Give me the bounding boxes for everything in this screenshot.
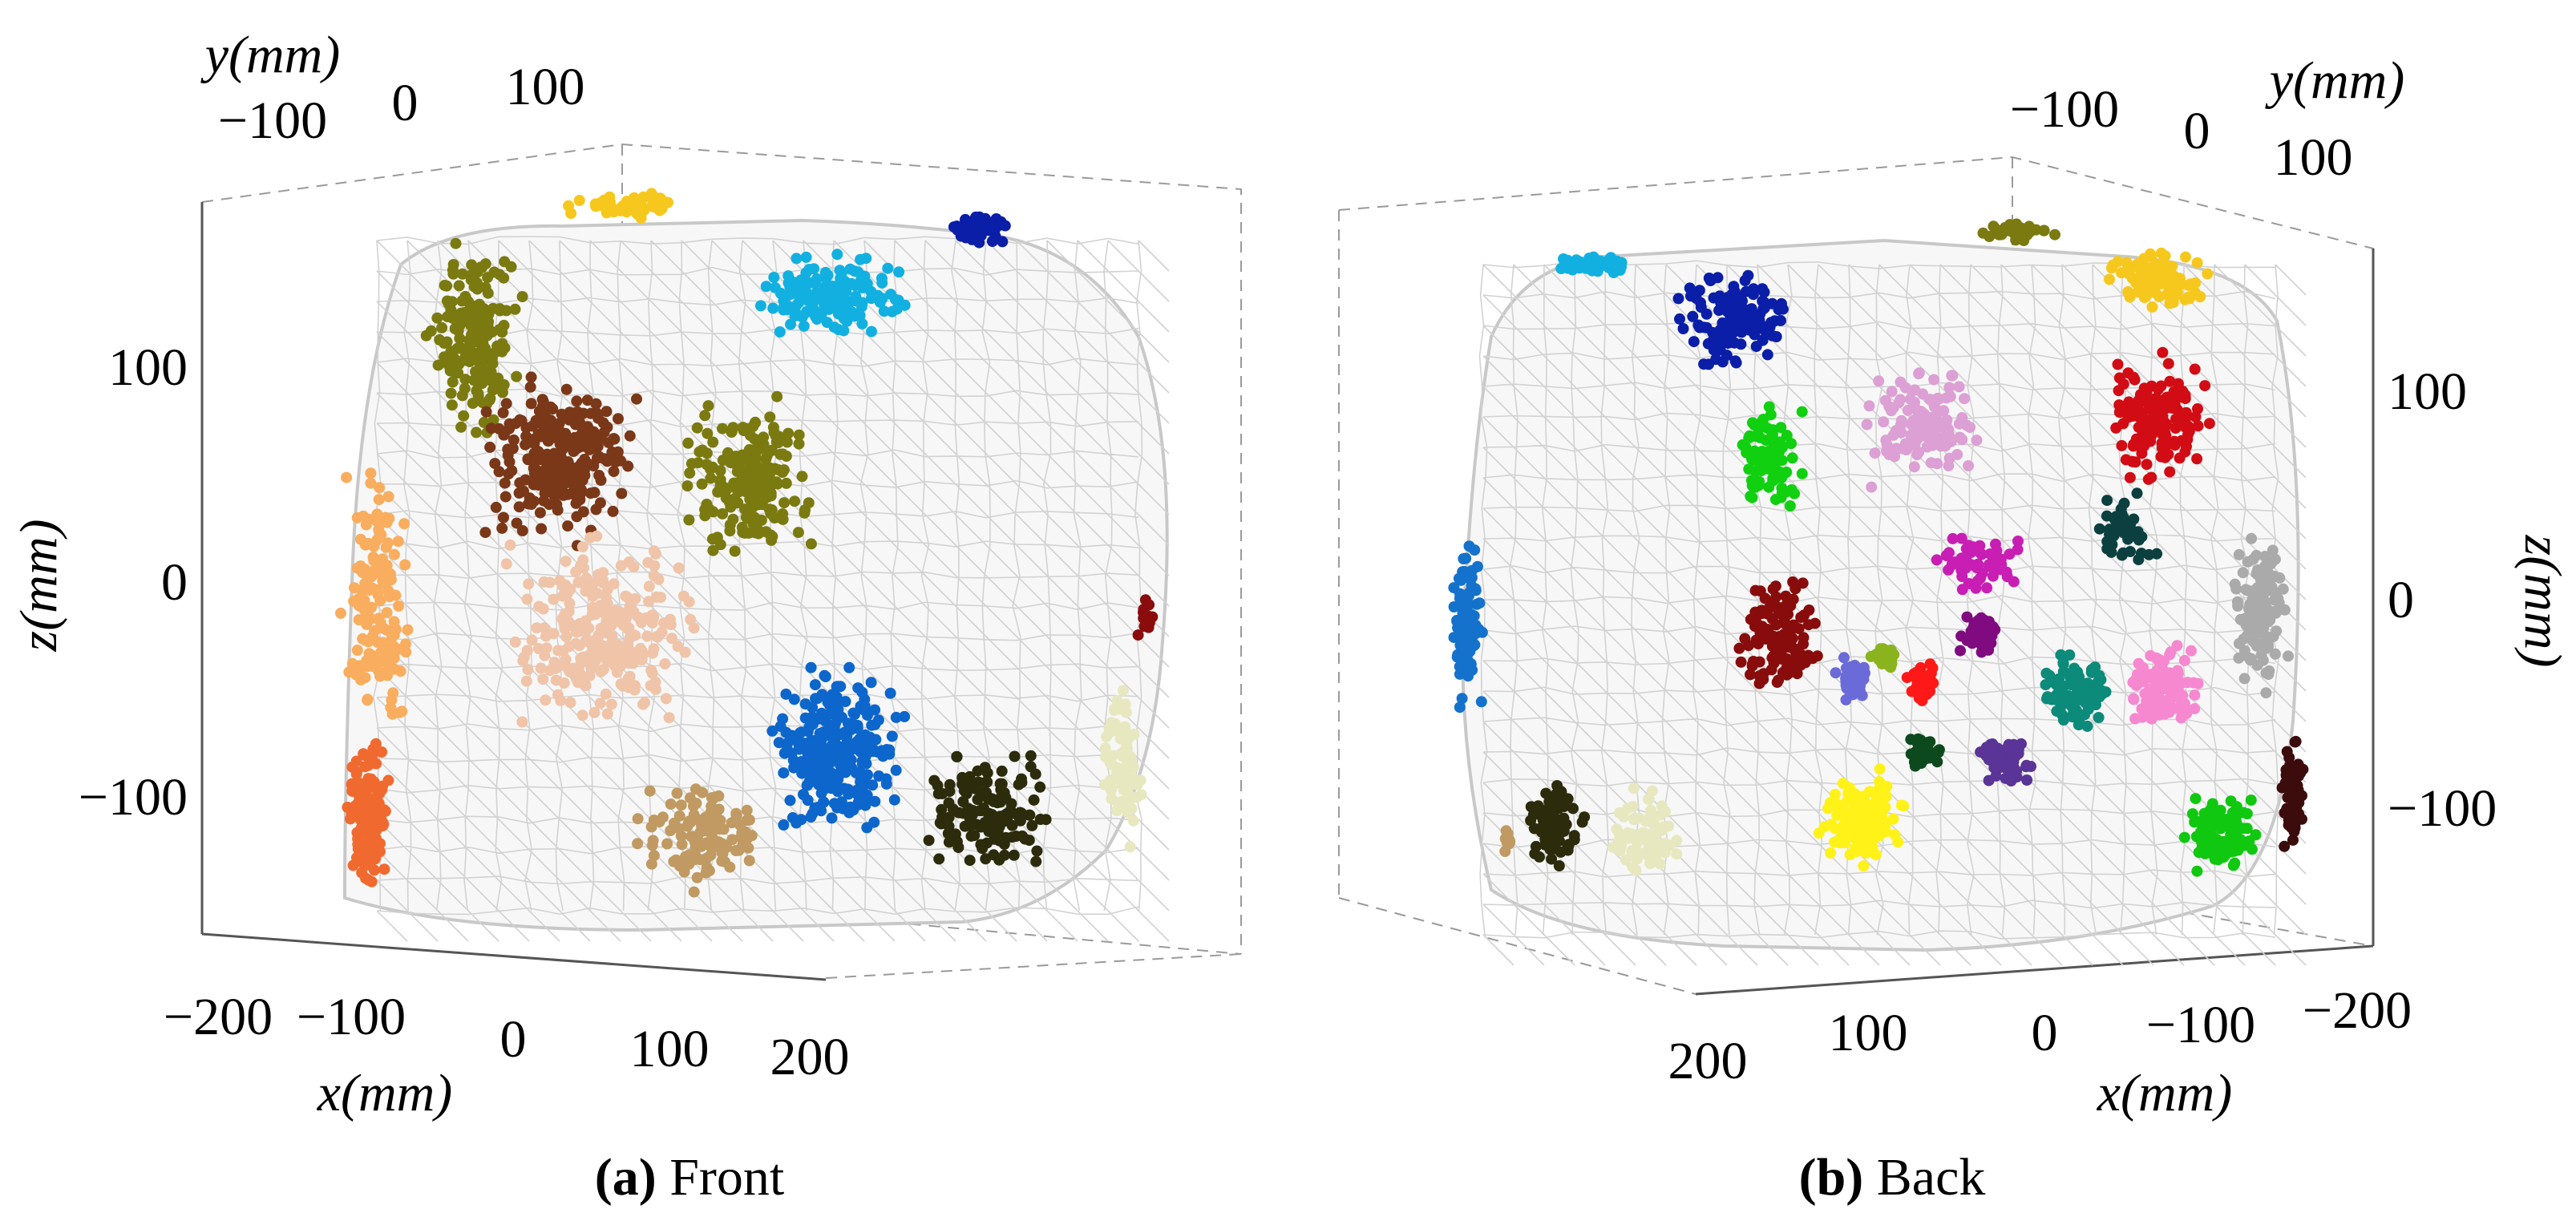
caption-letter: (a): [595, 1148, 657, 1207]
x-tick-label: 0: [500, 1010, 527, 1069]
point-cluster: [1607, 782, 1683, 876]
z-axis-front: 100 0 −100 z(mm): [10, 338, 188, 827]
point-cluster: [754, 249, 911, 338]
z-axis-label: z(mm): [2513, 535, 2572, 668]
z-tick-label: 0: [2388, 571, 2414, 629]
x-tick-label: 100: [630, 1020, 710, 1078]
x-tick-label: −200: [2303, 981, 2412, 1040]
y-axis-label: y(mm): [2265, 51, 2405, 110]
z-axis-label: z(mm): [10, 520, 68, 653]
point-cluster: [500, 530, 700, 728]
panel-front: 100 0 −100 z(mm) y(mm) −100 0 100 −200 −…: [10, 26, 1242, 1207]
y-axis-label: y(mm): [200, 26, 341, 84]
point-cluster: [479, 371, 642, 552]
point-cluster: [923, 750, 1052, 867]
y-tick-label: 100: [2274, 128, 2353, 187]
caption-letter: (b): [1799, 1148, 1864, 1207]
point-cluster: [1525, 780, 1591, 871]
caption-back: (b) Back: [1799, 1148, 1986, 1207]
scatter-points-back: [1448, 218, 2309, 877]
point-cluster: [2229, 532, 2294, 699]
point-cluster: [1555, 251, 1628, 278]
x-axis-label: x(mm): [2097, 1064, 2233, 1122]
point-cluster: [563, 188, 673, 224]
y-tick-label: −100: [2010, 80, 2119, 139]
x-axis-front: −200 −100 0 100 200 x(mm): [164, 988, 850, 1122]
z-tick-label: 100: [108, 338, 188, 397]
panel-back: 100 0 −100 z(mm) y(mm) −100 0 100 200 10…: [1338, 51, 2572, 1207]
y-tick-label: 0: [392, 74, 419, 132]
point-cluster: [1737, 401, 1808, 511]
y-tick-label: −100: [218, 91, 327, 150]
x-tick-label: −100: [2146, 996, 2255, 1054]
point-cluster: [1733, 576, 1823, 689]
point-cluster: [1830, 652, 1870, 705]
point-cluster: [2104, 247, 2214, 313]
point-cluster: [1905, 733, 1945, 772]
z-axis-back: 100 0 −100 z(mm): [2388, 362, 2572, 838]
caption-text: Back: [1863, 1148, 1985, 1207]
point-cluster: [420, 237, 528, 439]
point-cluster: [766, 661, 911, 834]
point-cluster: [2178, 793, 2262, 877]
z-tick-label: 100: [2388, 362, 2467, 421]
point-cluster: [1132, 594, 1159, 641]
x-tick-label: 200: [770, 1028, 850, 1086]
surface-mesh-front: [342, 218, 1170, 942]
point-cluster: [335, 467, 414, 720]
axis-lines-back: [1695, 249, 2375, 996]
y-tick-label: 0: [2184, 102, 2210, 160]
point-cluster: [2127, 640, 2204, 725]
point-cluster: [632, 783, 758, 898]
point-cluster: [2110, 346, 2215, 485]
point-cluster: [1813, 763, 1910, 872]
point-cluster: [1975, 738, 2036, 787]
surface-mesh-back: [1461, 238, 2307, 966]
scatter-points-front: [335, 188, 1159, 898]
point-cluster: [1861, 367, 1983, 493]
x-tick-label: 100: [1829, 1004, 1908, 1062]
z-tick-label: −100: [2388, 779, 2497, 838]
x-tick-label: 200: [1668, 1032, 1748, 1090]
point-cluster: [1448, 540, 1488, 714]
point-cluster: [948, 211, 1011, 249]
x-tick-label: 0: [2032, 1004, 2058, 1062]
x-axis-back: 200 100 0 −100 −200 x(mm): [1668, 981, 2412, 1122]
point-cluster: [2276, 735, 2309, 852]
axis-lines-front: [200, 202, 827, 981]
point-cluster: [1672, 269, 1789, 370]
point-cluster: [1977, 218, 2060, 246]
point-cluster: [681, 390, 817, 557]
y-axis-back: y(mm) −100 0 100: [2010, 51, 2404, 187]
point-cluster: [2093, 487, 2163, 566]
point-cluster: [1931, 532, 2024, 596]
point-cluster: [1098, 685, 1147, 853]
caption-text: Front: [657, 1148, 785, 1207]
x-tick-label: −100: [297, 988, 406, 1046]
point-cluster: [1901, 658, 1939, 706]
point-cluster: [2040, 649, 2112, 732]
x-tick-label: −200: [164, 988, 273, 1046]
y-tick-label: 100: [506, 58, 585, 116]
z-tick-label: −100: [79, 768, 188, 827]
point-cluster: [1955, 611, 2001, 658]
y-axis-front: y(mm) −100 0 100: [200, 26, 585, 150]
x-axis-label: x(mm): [317, 1064, 453, 1122]
caption-front: (a) Front: [595, 1148, 785, 1207]
point-cluster: [342, 738, 394, 887]
point-cluster: [1865, 643, 1900, 673]
z-tick-label: 0: [161, 553, 188, 612]
point-cluster: [1499, 825, 1516, 857]
